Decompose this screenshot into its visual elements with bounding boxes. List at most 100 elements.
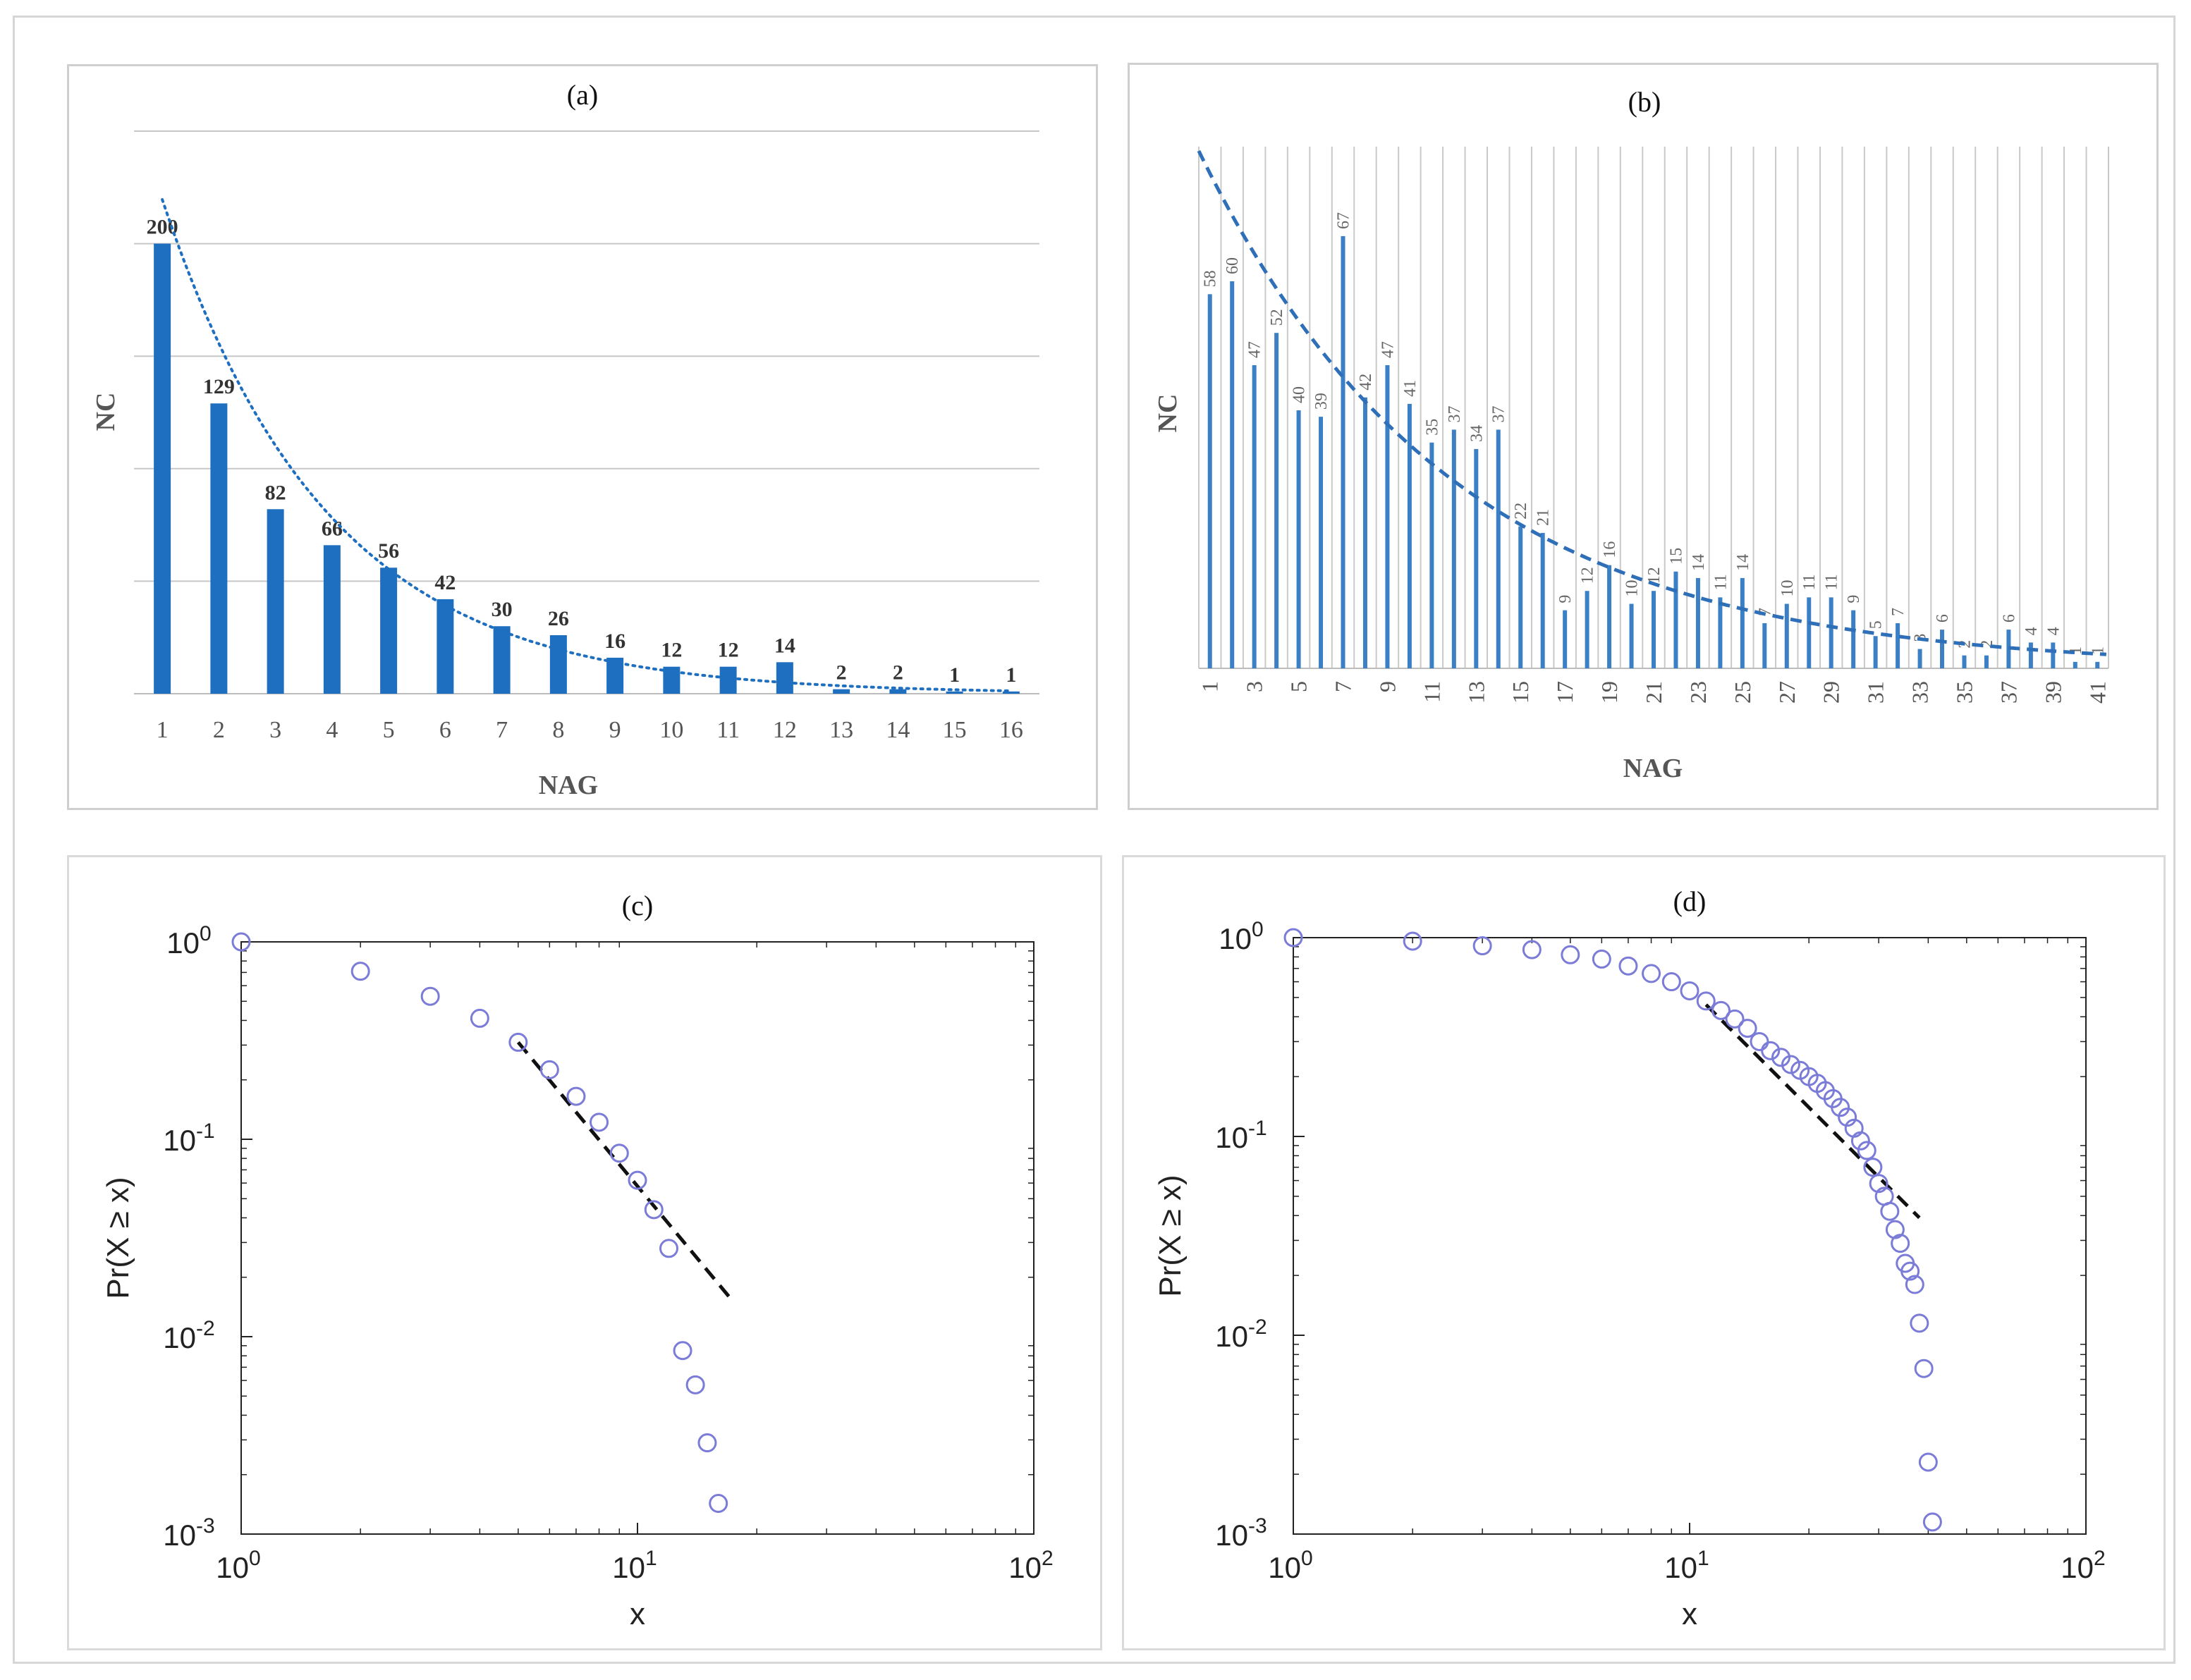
data-point — [1831, 1098, 1850, 1117]
data-point — [1918, 1452, 1938, 1472]
data-label: 9 — [1845, 595, 1863, 603]
bar — [154, 243, 171, 694]
data-point — [1781, 1055, 1800, 1074]
bar — [1496, 429, 1501, 668]
bar — [2095, 661, 2100, 668]
data-label: 60 — [1223, 257, 1242, 274]
data-label: 37 — [1490, 405, 1508, 422]
figure-frame: 200 1 129 2 82 3 66 4 56 5 42 6 30 7 26 8 16 9 12 10 12 11 14 1… — [13, 16, 2175, 1664]
x-tick-label: 15 — [1508, 681, 1533, 704]
data-point — [1905, 1275, 1924, 1294]
data-point — [709, 1494, 728, 1514]
x-tick-label: 4 — [326, 717, 338, 743]
x-tick-label: 17 — [1552, 681, 1577, 704]
data-point — [1771, 1048, 1791, 1067]
bar — [1829, 597, 1833, 668]
fit-line — [516, 1041, 731, 1298]
data-label: 56 — [378, 539, 399, 563]
x-tick-label: 2 — [213, 717, 225, 743]
data-point — [1642, 964, 1661, 983]
data-point — [470, 1008, 489, 1028]
trendline — [1197, 150, 2107, 656]
y-tick-label: 10-3 — [163, 1514, 214, 1552]
data-label: 39 — [1312, 393, 1331, 410]
bar — [1585, 591, 1589, 668]
bar — [493, 626, 511, 694]
bar — [776, 662, 793, 694]
data-point — [590, 1112, 609, 1132]
bar — [1896, 623, 1900, 668]
bar — [1474, 448, 1479, 668]
data-label: 41 — [1401, 380, 1420, 397]
x-tick-label: 14 — [886, 717, 910, 743]
bar — [1407, 403, 1412, 668]
data-point — [1863, 1158, 1883, 1177]
data-label: 12 — [1579, 567, 1597, 584]
data-label: 7 — [1889, 608, 1908, 616]
data-point — [1922, 1512, 1942, 1532]
bar — [323, 545, 341, 694]
bar — [1762, 623, 1767, 668]
x-tick-label: 8 — [552, 717, 564, 743]
bar — [1362, 397, 1367, 668]
bar — [1319, 417, 1324, 668]
data-point — [1891, 1234, 1910, 1253]
bar — [719, 666, 737, 694]
data-label: 40 — [1290, 386, 1309, 403]
data-label: 16 — [1601, 541, 1619, 558]
scatter-chart-d: 100 101 102 100 10-1 10-2 10-3 (d) x Pr(X ≥ x) — [1153, 885, 2106, 1631]
x-tick-label: 1 — [1197, 681, 1223, 692]
panel-label: (c) — [622, 890, 653, 921]
x-tick-label: 6 — [439, 717, 451, 743]
bar — [1984, 655, 1989, 668]
x-tick-label: 101 — [1664, 1547, 1709, 1584]
data-label: 47 — [1246, 341, 1264, 358]
x-tick-label: 35 — [1951, 681, 1977, 704]
panel-label: (b) — [1628, 86, 1661, 118]
bar — [1451, 429, 1456, 668]
bar — [1673, 571, 1678, 668]
bar — [1540, 532, 1545, 668]
data-label: 14 — [1734, 554, 1752, 571]
x-tick-label: 10 — [659, 717, 683, 743]
data-label: 12 — [718, 639, 739, 662]
data-label: 11 — [1823, 574, 1841, 590]
bar — [1718, 597, 1723, 668]
data-point — [350, 962, 370, 981]
data-point — [1750, 1031, 1769, 1051]
y-tick-label: 10-1 — [1215, 1117, 1267, 1154]
data-point — [1885, 1220, 1905, 1239]
data-point — [1403, 931, 1422, 951]
x-tick-label: 16 — [999, 717, 1023, 743]
data-point — [1869, 1174, 1888, 1194]
data-point — [566, 1086, 586, 1106]
data-point — [1738, 1019, 1757, 1038]
data-label: 14 — [1690, 554, 1708, 571]
data-label: 12 — [661, 639, 682, 662]
bar — [2028, 642, 2033, 668]
bar — [1207, 294, 1212, 668]
data-label: 2 — [893, 661, 903, 685]
data-point — [508, 1032, 528, 1052]
x-axis-title: x — [630, 1597, 645, 1631]
x-axis-title: x — [1682, 1597, 1697, 1631]
data-label: 35 — [1423, 419, 1441, 436]
x-tick-label: 5 — [1286, 681, 1312, 692]
y-tick-label: 10-2 — [1215, 1316, 1267, 1353]
data-point — [659, 1239, 678, 1258]
data-label: 6 — [1934, 614, 1952, 623]
trendline — [161, 198, 1013, 692]
data-label: 52 — [1268, 309, 1286, 326]
scatter-chart-c: 100 101 102 100 10-1 10-2 10-3 (c) x Pr(X ≥ x) — [101, 890, 1054, 1631]
y-tick-label: 10-3 — [1215, 1514, 1267, 1552]
data-label: 11 — [1711, 574, 1730, 590]
bar — [1002, 691, 1020, 694]
x-tick-label: 100 — [216, 1547, 260, 1584]
panel-label: (d) — [1673, 885, 1707, 917]
plot-frame — [1293, 937, 2087, 1535]
x-tick-label: 1 — [157, 717, 169, 743]
bar — [1917, 649, 1922, 668]
x-tick-label: 31 — [1863, 681, 1888, 704]
bar — [549, 635, 567, 694]
